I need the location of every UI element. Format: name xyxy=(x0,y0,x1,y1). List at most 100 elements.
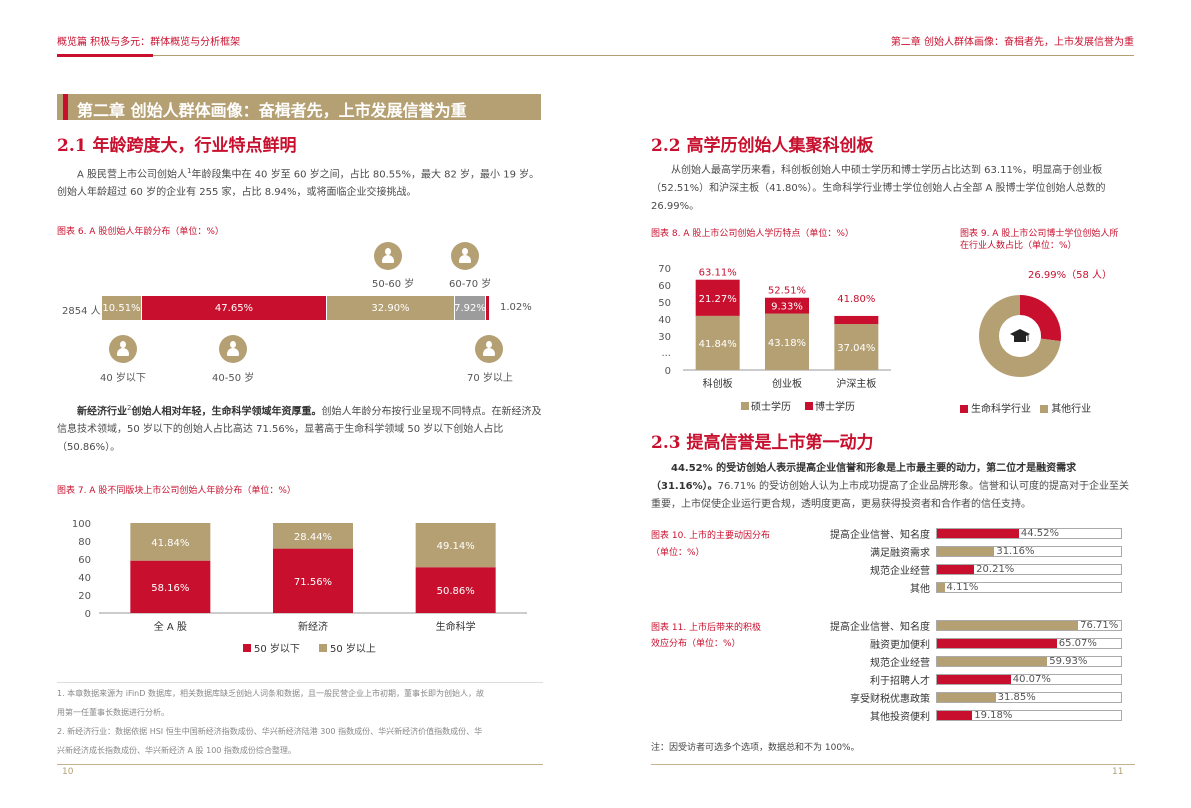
x-tick-label: 全 A 股 xyxy=(154,620,187,633)
legend-swatch xyxy=(741,402,749,410)
section-2-2-paragraph: 从创始人最高学历来看，科创板创始人中硕士学历和博士学历占比达到 63.11%，明… xyxy=(651,165,1106,212)
para-text: A 股民营上市公司创始人 xyxy=(77,169,188,181)
graduation-cap-icon xyxy=(1014,336,1026,342)
bar-master xyxy=(765,313,809,370)
para-bold: 创始人相对年轻，生命科学领域年资厚重。 xyxy=(131,406,322,418)
x-tick-label: 科创板 xyxy=(703,377,733,390)
legend-swatch-red xyxy=(960,405,968,413)
hbar-value-label: 19.18% xyxy=(974,710,1013,721)
x-tick-label: 新经济 xyxy=(298,620,328,633)
fig6-total-label: 2854 人 xyxy=(62,306,101,317)
page-number-left: 10 xyxy=(62,767,74,777)
fig9-donut-label: 26.99%（58 人） xyxy=(1028,270,1113,281)
y-tick-label: 50 xyxy=(658,298,671,309)
hbar-category-label: 利于招聘人才 xyxy=(870,676,930,687)
fig7-caption: 图表 7. A 股不同版块上市公司创始人年龄分布（单位：%） xyxy=(57,486,296,496)
bar-total-label: 52.51% xyxy=(768,286,806,297)
hbar-track: 44.52% xyxy=(936,528,1122,539)
fig6-seg-40-50: 47.65% xyxy=(142,296,326,320)
bar-data-label: 41.84% xyxy=(699,339,737,350)
hbar-fill xyxy=(937,657,1048,666)
hbar-track: 65.07% xyxy=(936,638,1122,649)
section-2-1-paragraph: A 股民营上市公司创始人1年龄段集中在 40 岁至 60 岁之间，占比 80.5… xyxy=(57,162,543,202)
fig6-seg-over70-label: 1.02% xyxy=(500,302,532,313)
hbar-value-label: 59.93% xyxy=(1049,656,1088,667)
page-number-rule-right xyxy=(651,764,1135,765)
chapter-banner-accent xyxy=(63,94,68,120)
hbar-value-label: 4.11% xyxy=(946,582,979,593)
hbar-category-label: 规范企业经营 xyxy=(870,658,930,669)
x-tick-label: 生命科学 xyxy=(436,620,476,633)
x-tick-label: 沪深主板 xyxy=(836,377,876,390)
hbar-value-label: 31.16% xyxy=(996,546,1035,557)
hbar-fill xyxy=(937,711,973,720)
fig6-seg-50-60: 32.90% xyxy=(327,296,454,320)
chapter-title: 第二章 创始人群体画像：奋楫者先，上市发展信誉为重 xyxy=(77,101,467,120)
fig6-age-50-60: 50-60 岁 xyxy=(372,279,415,290)
section-2-1-paragraph-2: 新经济行业2创始人相对年轻，生命科学领域年资厚重。创始人年龄分布按行业呈现不同特… xyxy=(57,399,543,457)
y-tick-label: ... xyxy=(661,348,671,359)
bar-under50 xyxy=(273,548,353,613)
hbar-fill xyxy=(937,675,1011,684)
y-tick-label: 30 xyxy=(658,332,671,343)
footnote-ref: 1 xyxy=(187,167,192,175)
bar-data-label: 43.18% xyxy=(768,338,806,349)
bar-over50 xyxy=(273,523,353,549)
bar-doctor xyxy=(765,297,809,314)
y-tick-label: 80 xyxy=(78,537,91,548)
hbar-track: 59.93% xyxy=(936,656,1122,667)
bar-data-label: 21.27% xyxy=(699,294,737,305)
legend-label: 50 岁以下 xyxy=(254,642,300,655)
fig6-bar: 10.51% 47.65% 32.90% 7.92% xyxy=(102,296,489,320)
hbar-value-label: 44.52% xyxy=(1020,528,1060,539)
fig6-seg-under40: 10.51% xyxy=(102,296,141,320)
fig6-age-60-70: 60-70 岁 xyxy=(449,279,492,290)
bar-doctor xyxy=(834,315,879,325)
hbar-track: 76.71% xyxy=(936,620,1122,631)
bar-under50 xyxy=(130,560,211,613)
legend-swatch xyxy=(319,644,327,652)
bar-over50 xyxy=(415,523,496,568)
bar-total-label: 63.11% xyxy=(699,268,737,279)
fig9-legend: 生命科学行业 其他行业 xyxy=(960,400,1091,415)
y-tick-label: 60 xyxy=(78,555,91,566)
hbar-track: 40.07% xyxy=(936,674,1122,685)
y-tick-label: 70 xyxy=(658,264,671,275)
bar-data-label: 28.44% xyxy=(294,532,332,543)
fig10-chart: 提高企业信誉、知名度 44.52% 满足融资需求 31.16% 规范企业经营 20.21%… xyxy=(800,526,1135,602)
chapter-banner: 第二章 创始人群体画像：奋楫者先，上市发展信誉为重 xyxy=(57,94,541,120)
footnote-line: 用第一任董事长数据进行分析。 xyxy=(57,708,169,717)
footnote-line: 兴新经济成长指数成份、华兴新经济 A 股 100 指数成份综合整理。 xyxy=(57,746,296,755)
page-number-right: 11 xyxy=(1112,767,1124,777)
legend-label: 50 岁以上 xyxy=(330,642,376,655)
hbar-fill xyxy=(937,583,945,592)
survey-note: 注：因受访者可选多个选项，数据总和不为 100%。 xyxy=(651,743,860,753)
section-2-3-paragraph: 44.52% 的受访创始人表示提高企业信誉和形象是上市最主要的动力，第二位才是融… xyxy=(651,460,1135,514)
y-tick-label: 60 xyxy=(658,281,671,292)
hbar-fill xyxy=(937,621,1079,630)
y-tick-label: 20 xyxy=(78,591,91,602)
hbar-fill xyxy=(937,547,995,556)
hbar-track: 31.16% xyxy=(936,546,1122,557)
hbar-fill xyxy=(937,639,1057,648)
legend-other: 其他行业 xyxy=(1051,404,1092,415)
hbar-track: 19.18% xyxy=(936,710,1122,721)
person-icon xyxy=(109,335,137,363)
fig6-age-under40: 40 岁以下 xyxy=(100,373,146,384)
header-rule-left xyxy=(57,54,153,57)
y-tick-label: 0 xyxy=(85,609,91,620)
person-icon xyxy=(475,335,503,363)
legend-life-science: 生命科学行业 xyxy=(971,404,1031,415)
hbar-fill xyxy=(937,565,975,574)
legend-label: 博士学历 xyxy=(815,400,855,413)
hbar-category-label: 提高企业信誉、知名度 xyxy=(830,530,930,541)
section-2-1-title: 2.1 年龄跨度大，行业特点鲜明 xyxy=(57,136,297,156)
donut-slice-other xyxy=(979,295,1061,377)
bar-master xyxy=(834,324,879,370)
footnote-line: 1. 本章数据来源为 iFinD 数据库，相关数据库缺乏创始人词条和数据，且一般… xyxy=(57,689,484,698)
para-text: 年龄段集中在 40 岁至 60 岁之间，占比 80.55%，最大 82 岁，最小… xyxy=(57,169,540,199)
hbar-value-label: 20.21% xyxy=(976,564,1015,575)
hbar-category-label: 提高企业信誉、知名度 xyxy=(830,622,930,633)
hbar-value-label: 40.07% xyxy=(1012,674,1051,685)
header-right: 第二章 创始人群体画像：奋楫者先，上市发展信誉为重 xyxy=(890,37,1134,48)
